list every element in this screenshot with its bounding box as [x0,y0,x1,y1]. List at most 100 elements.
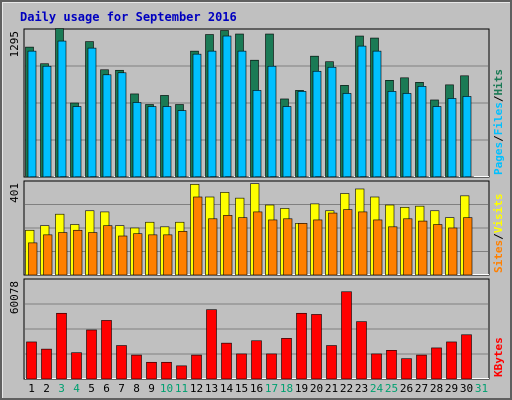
sites-bar [373,219,383,276]
kbytes-bar [116,345,127,380]
x-tick-label: 31 [475,382,488,395]
x-tick-label: 8 [133,382,140,395]
kbytes-bar [341,291,352,380]
sites-bar [178,231,188,276]
files-bar [267,65,277,178]
files-bar [282,106,292,178]
files-bar [447,98,457,178]
x-tick-label: 16 [250,382,263,395]
sites-bar [208,218,218,276]
sites-bar [283,218,293,276]
files-bar [132,102,142,178]
sites-bar [328,212,338,276]
kbytes-bar [266,353,277,380]
files-bar [417,86,427,178]
x-tick-label: 10 [160,382,173,395]
sites-bar [253,211,263,276]
sites-bar [133,233,143,276]
x-tick-label: 19 [295,382,308,395]
y-max-label: 60078 [8,281,21,314]
kbytes-bar [431,347,442,380]
files-bar [357,45,367,178]
kbytes-bar [401,358,412,380]
sites-bar [418,220,428,276]
sites-bar [193,196,203,276]
panel-kbytes: 60078 KBytes [8,278,505,380]
sites-bar [58,232,68,276]
x-tick-label: 12 [190,382,203,395]
sites-bar [403,218,413,276]
legend-entry: Visits [492,194,505,234]
kbytes-bar [161,361,172,380]
legend-entry: Pages [492,142,505,175]
x-tick-label: 13 [205,382,218,395]
files-bar [117,72,127,178]
kbytes-bar [311,314,322,380]
sites-bar [358,211,368,276]
files-bar [432,106,442,178]
kbytes-bar [461,334,472,380]
files-bar [252,90,262,178]
x-tick-label: 4 [73,382,80,395]
files-bar [147,106,157,178]
kbytes-bar [356,321,367,380]
kbytes-bar [56,312,67,380]
files-bar [87,47,97,178]
kbytes-bar [71,352,82,380]
sites-bar [463,217,473,276]
sites-bar [88,232,98,276]
files-bar [372,50,382,178]
files-bar [162,106,172,178]
kbytes-bar [146,361,157,380]
x-tick-label: 22 [340,382,353,395]
x-tick-label: 26 [400,382,413,395]
files-bar [192,53,202,178]
x-tick-label: 24 [370,382,384,395]
kbytes-bar [221,342,232,380]
sites-bar [298,223,308,276]
files-bar [42,65,52,178]
x-tick-label: 18 [280,382,293,395]
sites-bar [43,234,53,276]
x-tick-label: 23 [355,382,368,395]
panel-visits-sites: 401 Sites/Visits [8,180,505,276]
x-tick-label: 17 [265,382,278,395]
legend-kbytes: KBytes [492,337,505,377]
sites-bar [118,235,128,276]
y-max-label: 401 [8,183,21,203]
legend-entry: / [492,135,505,142]
x-tick-label: 1 [28,382,35,395]
x-tick-label: 6 [103,382,110,395]
files-bar [177,110,187,178]
x-tick-label: 25 [385,382,398,395]
files-bar [102,74,112,178]
kbytes-bar [386,350,397,380]
x-tick-label: 14 [220,382,234,395]
bars-kbytes [26,291,472,380]
x-tick-label: 20 [310,382,323,395]
sites-bar [103,225,113,276]
files-bar [402,93,412,178]
kbytes-bar [101,320,112,380]
sites-bar [28,242,38,276]
bars-hits-files-pages [25,28,474,178]
x-axis-labels: 1 2 3 4 5 6 7 8 9 10 11 12 13 14 15 16 17 18 19 20 21 22 23 24 2… [28,382,488,395]
kbytes-bar [176,365,187,380]
kbytes-bar [26,341,37,380]
kbytes-bar [251,340,262,380]
bars-visits-sites [25,183,473,276]
x-tick-label: 30 [460,382,473,395]
sites-bar [388,226,398,276]
x-tick-label: 27 [415,382,428,395]
sites-bar [268,219,278,276]
sites-bar [433,224,443,276]
kbytes-bar [191,354,202,380]
kbytes-bar [446,341,457,380]
x-tick-label: 9 [148,382,155,395]
kbytes-bar [206,309,217,380]
kbytes-bar [281,338,292,380]
sites-bar [448,227,458,276]
x-tick-label: 28 [430,382,443,395]
kbytes-bar [371,353,382,380]
sites-bar [223,215,233,276]
